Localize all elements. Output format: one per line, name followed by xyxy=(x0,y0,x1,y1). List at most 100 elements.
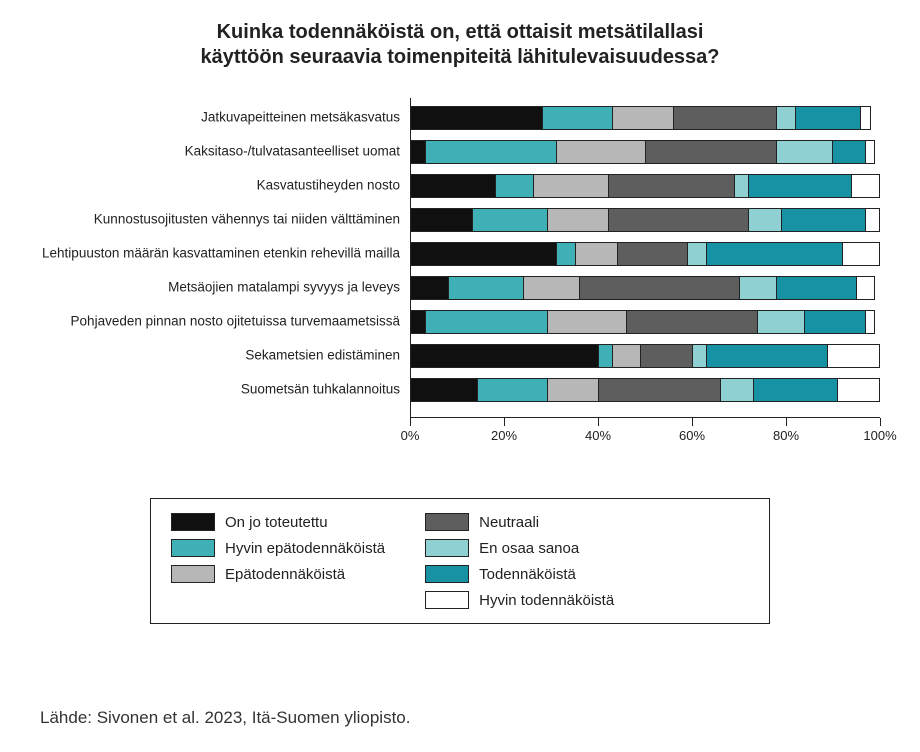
bar-segment xyxy=(533,175,608,197)
bar-segment xyxy=(673,107,776,129)
bar-segment xyxy=(837,379,879,401)
bar-segment xyxy=(776,107,795,129)
bar-segment xyxy=(411,175,495,197)
bar-segment xyxy=(411,243,556,265)
bar-segment xyxy=(626,311,757,333)
bar-segment xyxy=(612,345,640,367)
x-axis-line xyxy=(410,417,880,418)
bar-segment xyxy=(757,311,804,333)
bar-segment xyxy=(411,209,472,231)
legend-column: On jo toteutettuHyvin epätodennäköistäEp… xyxy=(171,513,385,609)
bar-segment xyxy=(472,209,547,231)
legend-swatch xyxy=(425,513,469,531)
page: Kuinka todennäköistä on, että ottaisit m… xyxy=(0,0,920,752)
bar-row xyxy=(410,106,871,130)
x-tick xyxy=(692,418,693,426)
bar-segment xyxy=(556,141,645,163)
legend-swatch xyxy=(425,565,469,583)
legend-label: Hyvin epätodennäköistä xyxy=(225,540,385,557)
x-tick xyxy=(786,418,787,426)
category-label: Suometsän tuhkalannoitus xyxy=(40,383,400,398)
bar-segment xyxy=(617,243,687,265)
bar-segment xyxy=(706,243,842,265)
legend-item: Todennäköistä xyxy=(425,565,614,583)
bar-segment xyxy=(781,209,865,231)
bar-segment xyxy=(598,345,612,367)
category-label: Lehtipuuston määrän kasvattaminen etenki… xyxy=(40,247,400,262)
bar-row xyxy=(410,378,880,402)
bar-segment xyxy=(748,175,851,197)
category-label: Kunnostusojitusten vähennys tai niiden v… xyxy=(40,213,400,228)
bar-segment xyxy=(734,175,748,197)
bar-segment xyxy=(748,209,781,231)
category-label: Jatkuvapeitteinen metsäkasvatus xyxy=(40,111,400,126)
bar-segment xyxy=(865,209,879,231)
bar-segment xyxy=(720,379,753,401)
bar-segment xyxy=(776,141,832,163)
source-text: Lähde: Sivonen et al. 2023, Itä-Suomen y… xyxy=(40,708,410,728)
bar-segment xyxy=(411,141,425,163)
bar-segment xyxy=(692,345,706,367)
bar-segment xyxy=(411,345,598,367)
bar-segment xyxy=(575,243,617,265)
bar-segment xyxy=(411,107,542,129)
legend: On jo toteutettuHyvin epätodennäköistäEp… xyxy=(150,498,770,624)
bar-segment xyxy=(640,345,691,367)
bar-segment xyxy=(842,243,879,265)
x-tick-label: 0% xyxy=(401,428,420,443)
bar-segment xyxy=(547,311,627,333)
legend-label: Todennäköistä xyxy=(479,566,576,583)
bar-segment xyxy=(645,141,776,163)
chart-title: Kuinka todennäköistä on, että ottaisit m… xyxy=(100,20,820,70)
x-tick xyxy=(504,418,505,426)
bar-segment xyxy=(425,141,556,163)
bar-row xyxy=(410,140,875,164)
bar-segment xyxy=(608,209,748,231)
bar-segment xyxy=(579,277,738,299)
bar-segment xyxy=(687,243,706,265)
bar-segment xyxy=(804,311,865,333)
legend-swatch xyxy=(425,539,469,557)
legend-swatch xyxy=(171,539,215,557)
legend-label: On jo toteutettu xyxy=(225,514,328,531)
legend-swatch xyxy=(171,565,215,583)
legend-item: On jo toteutettu xyxy=(171,513,385,531)
bar-segment xyxy=(827,345,878,367)
bar-segment xyxy=(547,379,598,401)
bar-segment xyxy=(856,277,875,299)
bar-segment xyxy=(547,209,608,231)
legend-item: Hyvin epätodennäköistä xyxy=(171,539,385,557)
x-tick-label: 100% xyxy=(863,428,896,443)
bar-segment xyxy=(612,107,673,129)
chart-area: 0%20%40%60%80%100% Jatkuvapeitteinen met… xyxy=(40,98,880,458)
bar-segment xyxy=(776,277,856,299)
bar-segment xyxy=(598,379,720,401)
x-tick xyxy=(598,418,599,426)
legend-swatch xyxy=(171,513,215,531)
chart-title-line1: Kuinka todennäköistä on, että ottaisit m… xyxy=(217,21,704,43)
bar-segment xyxy=(411,277,448,299)
chart-title-line2: käyttöön seuraavia toimenpiteitä lähitul… xyxy=(200,46,719,68)
x-tick xyxy=(410,418,411,426)
bar-segment xyxy=(448,277,523,299)
legend-label: Hyvin todennäköistä xyxy=(479,592,614,609)
legend-column: NeutraaliEn osaa sanoaTodennäköistäHyvin… xyxy=(425,513,614,609)
bar-row xyxy=(410,310,875,334)
bar-segment xyxy=(523,277,579,299)
bar-segment xyxy=(608,175,734,197)
bar-segment xyxy=(865,311,874,333)
bar-segment xyxy=(556,243,575,265)
bar-segment xyxy=(851,175,879,197)
bar-row xyxy=(410,208,880,232)
bar-row xyxy=(410,344,880,368)
bar-segment xyxy=(477,379,547,401)
bar-segment xyxy=(495,175,532,197)
x-tick-label: 60% xyxy=(679,428,705,443)
bar-row xyxy=(410,174,880,198)
legend-swatch xyxy=(425,591,469,609)
bar-segment xyxy=(411,379,477,401)
x-tick-label: 20% xyxy=(491,428,517,443)
bar-segment xyxy=(795,107,861,129)
legend-item: En osaa sanoa xyxy=(425,539,614,557)
x-tick-label: 80% xyxy=(773,428,799,443)
